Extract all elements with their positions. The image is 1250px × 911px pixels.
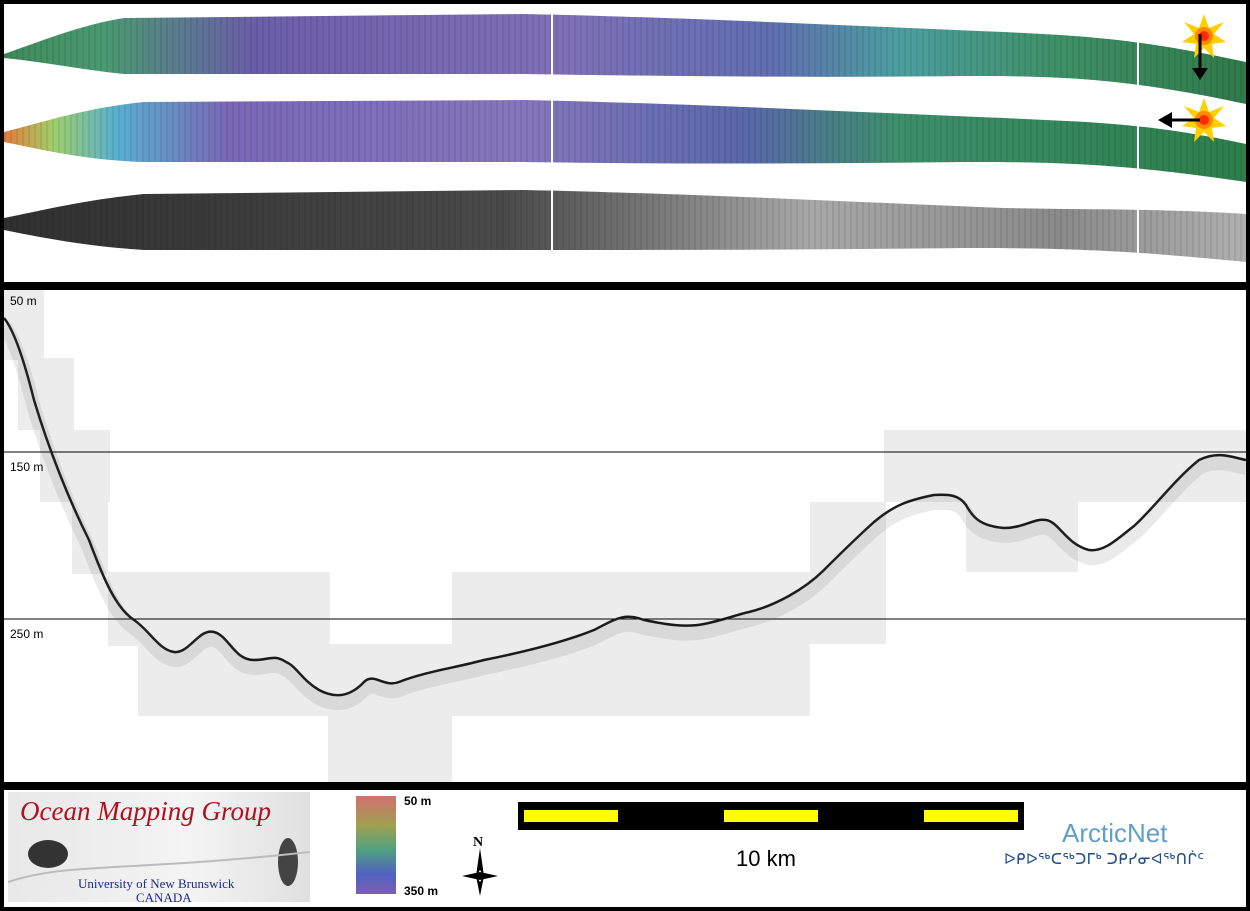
omg-seafloor-graphic bbox=[8, 838, 310, 886]
swath-panel bbox=[4, 4, 1246, 282]
colorbar-bottom-label: 350 m bbox=[404, 884, 439, 898]
sun-illumination-icon bbox=[1182, 98, 1226, 142]
depth-label-250: 250 m bbox=[10, 627, 44, 641]
scale-segment-1 bbox=[524, 810, 618, 822]
left-arrow-icon bbox=[1158, 112, 1200, 128]
arcticnet-logo: ArcticNet bbox=[1062, 818, 1168, 848]
omg-logo: Ocean Mapping Group University of New Br… bbox=[8, 792, 310, 905]
profile-panel: 50 m 150 m 250 m bbox=[4, 290, 1246, 782]
down-arrow-icon bbox=[1192, 34, 1208, 80]
omg-university: University of New Brunswick bbox=[78, 876, 235, 891]
seismic-profile bbox=[4, 290, 1246, 782]
footer-panel: Ocean Mapping Group University of New Br… bbox=[4, 790, 1246, 907]
omg-country: CANADA bbox=[136, 890, 192, 905]
north-label: N bbox=[473, 835, 483, 850]
north-arrow-icon: N bbox=[462, 835, 498, 896]
scale-bar bbox=[518, 802, 1024, 830]
depth-label-150: 150 m bbox=[10, 460, 44, 474]
scale-segment-2 bbox=[724, 810, 818, 822]
scale-bar-label: 10 km bbox=[736, 846, 796, 871]
omg-title: Ocean Mapping Group bbox=[20, 796, 271, 826]
swath-strips bbox=[4, 12, 1246, 262]
depth-colorbar bbox=[356, 796, 396, 894]
colorbar-top-label: 50 m bbox=[404, 794, 432, 808]
coverage-blocks bbox=[4, 290, 1246, 782]
arcticnet-syllabics: ᐅᑭᐅᖅᑕᖅᑐᒥᒃ ᑐᑭᓯᓂᐊᖅᑎᒌᑦ bbox=[1004, 851, 1205, 868]
seafloor-reflector bbox=[4, 317, 1246, 697]
depth-label-50: 50 m bbox=[10, 294, 37, 308]
scale-segment-3 bbox=[924, 810, 1018, 822]
